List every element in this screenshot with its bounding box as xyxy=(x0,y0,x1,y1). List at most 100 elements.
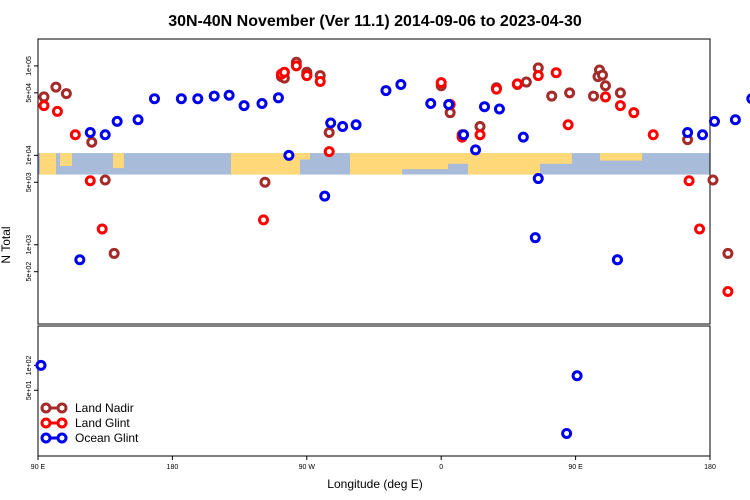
legend-label: Land Glint xyxy=(75,416,130,430)
x-tick-label: 90 E xyxy=(31,464,46,471)
x-tick-label: 0 xyxy=(439,464,443,471)
point-ocean-glint xyxy=(573,372,581,380)
land-shape xyxy=(468,153,540,174)
point-land-nadir xyxy=(709,176,717,184)
point-ocean-glint xyxy=(150,95,158,103)
point-ocean-glint xyxy=(285,151,293,159)
point-ocean-glint xyxy=(495,105,503,113)
point-ocean-glint xyxy=(460,131,468,139)
x-tick-label: 180 xyxy=(167,464,179,471)
legend-marker xyxy=(42,419,50,427)
point-land-glint xyxy=(696,225,704,233)
point-ocean-glint xyxy=(210,92,218,100)
lower-panel-frame xyxy=(38,326,710,456)
point-land-glint xyxy=(601,93,609,101)
point-ocean-glint xyxy=(731,116,739,124)
point-land-nadir xyxy=(566,89,574,97)
land-shape xyxy=(540,153,572,164)
point-land-glint xyxy=(649,131,657,139)
x-axis-label: Longitude (deg E) xyxy=(327,477,422,491)
x-tick-label: 90 W xyxy=(299,464,316,471)
point-ocean-glint xyxy=(472,146,480,154)
point-ocean-glint xyxy=(321,192,329,200)
point-land-glint xyxy=(40,102,48,110)
point-land-nadir xyxy=(601,82,609,90)
point-ocean-glint xyxy=(101,131,109,139)
point-ocean-glint xyxy=(37,361,45,369)
point-ocean-glint xyxy=(240,102,248,110)
point-land-glint xyxy=(316,77,324,85)
point-land-glint xyxy=(71,131,79,139)
point-land-glint xyxy=(325,148,333,156)
y-tick-label: 5e+04 xyxy=(26,83,33,103)
point-land-nadir xyxy=(724,249,732,257)
point-ocean-glint xyxy=(445,101,453,109)
point-ocean-glint xyxy=(427,99,435,107)
point-ocean-glint xyxy=(225,91,233,99)
point-ocean-glint xyxy=(531,234,539,242)
point-ocean-glint xyxy=(134,116,142,124)
point-land-nadir xyxy=(62,90,70,98)
point-land-nadir xyxy=(101,176,109,184)
point-land-nadir xyxy=(40,93,48,101)
point-land-glint xyxy=(280,68,288,76)
point-land-nadir xyxy=(590,92,598,100)
y-axis-label: N Total xyxy=(0,226,13,263)
chart-figure: 30N-40N November (Ver 11.1) 2014-09-06 t… xyxy=(0,0,750,500)
y-tick-label: 1e+05 xyxy=(26,56,33,76)
x-tick-label: 180 xyxy=(704,464,716,471)
point-land-glint xyxy=(492,85,500,93)
point-land-nadir xyxy=(325,129,333,137)
land-shape xyxy=(600,153,642,161)
point-ocean-glint xyxy=(258,99,266,107)
legend-label: Land Nadir xyxy=(75,401,134,415)
land-shape xyxy=(113,153,124,168)
point-land-glint xyxy=(437,79,445,87)
point-land-nadir xyxy=(88,138,96,146)
point-land-glint xyxy=(616,102,624,110)
point-land-glint xyxy=(86,177,94,185)
y-tick-label: 5e+01 xyxy=(26,380,33,400)
point-land-glint xyxy=(259,216,267,224)
land-shape xyxy=(40,153,56,174)
point-ocean-glint xyxy=(274,94,282,102)
point-ocean-glint xyxy=(699,131,707,139)
point-ocean-glint xyxy=(481,103,489,111)
y-tick-label: 1e+03 xyxy=(26,235,33,255)
point-land-glint xyxy=(303,72,311,80)
data-points xyxy=(37,58,750,437)
legend-marker xyxy=(58,419,66,427)
point-ocean-glint xyxy=(613,256,621,264)
y-tick-label: 1e+02 xyxy=(26,355,33,375)
point-land-nadir xyxy=(598,71,606,79)
point-ocean-glint xyxy=(710,117,718,125)
point-ocean-glint xyxy=(86,129,94,137)
chart-title: 30N-40N November (Ver 11.1) 2014-09-06 t… xyxy=(168,13,582,30)
point-land-glint xyxy=(564,121,572,129)
land-shape xyxy=(402,153,448,169)
point-ocean-glint xyxy=(534,175,542,183)
point-land-nadir xyxy=(616,89,624,97)
point-land-nadir xyxy=(110,249,118,257)
point-ocean-glint xyxy=(352,121,360,129)
point-land-nadir xyxy=(261,178,269,186)
point-land-nadir xyxy=(522,78,530,86)
point-ocean-glint xyxy=(194,95,202,103)
point-ocean-glint xyxy=(519,133,527,141)
point-ocean-glint xyxy=(113,117,121,125)
point-land-glint xyxy=(685,177,693,185)
point-land-glint xyxy=(292,62,300,70)
point-ocean-glint xyxy=(382,87,390,95)
land-shape xyxy=(292,153,310,159)
point-ocean-glint xyxy=(684,129,692,137)
point-ocean-glint xyxy=(339,123,347,131)
point-land-glint xyxy=(552,69,560,77)
land-shape xyxy=(448,153,468,164)
point-land-nadir xyxy=(52,83,60,91)
legend-marker xyxy=(42,404,50,412)
point-land-glint xyxy=(53,107,61,115)
point-ocean-glint xyxy=(327,119,335,127)
legend-label: Ocean Glint xyxy=(75,431,139,445)
point-ocean-glint xyxy=(397,80,405,88)
